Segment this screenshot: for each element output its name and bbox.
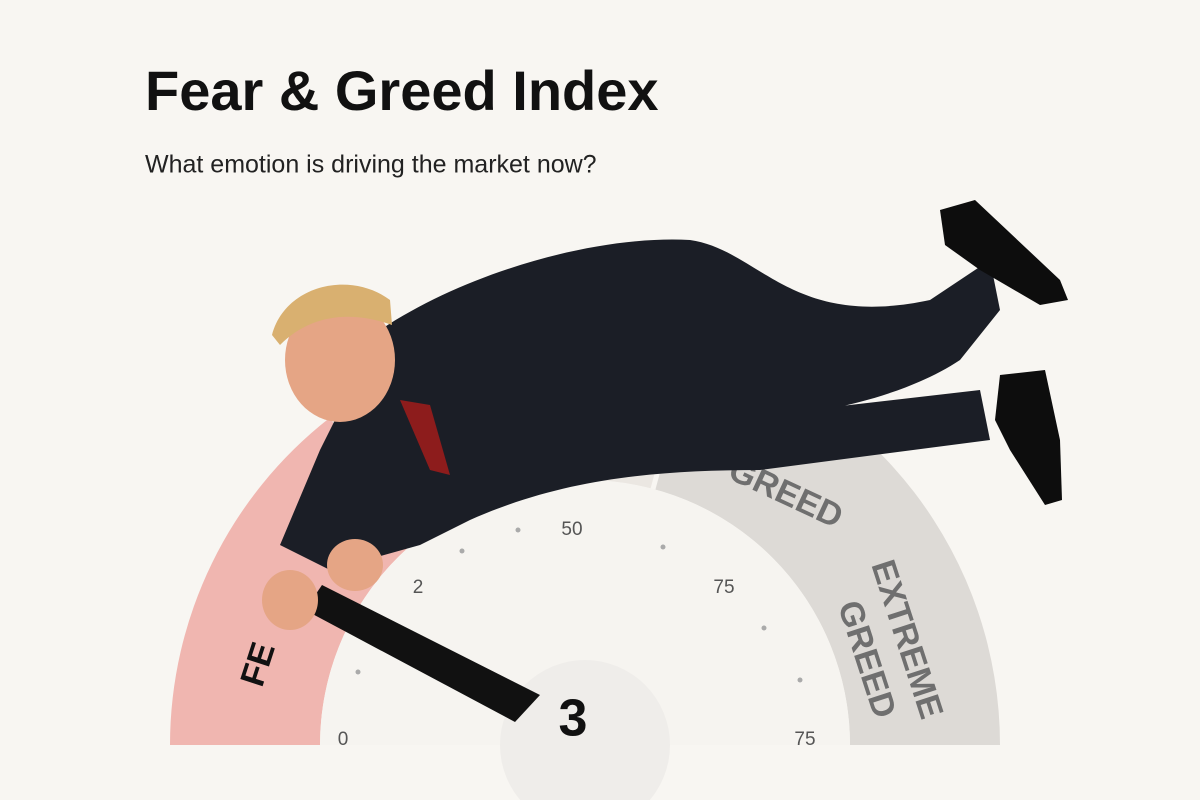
gauge-value: 3 (559, 690, 588, 748)
hand (262, 570, 318, 630)
tick-label: 75 (794, 729, 815, 750)
title: Fear & Greed Index (145, 59, 659, 122)
suit (280, 239, 1000, 570)
subtitle: What emotion is driving the market now? (145, 151, 597, 179)
shoe (995, 370, 1062, 505)
shoe (940, 200, 1068, 305)
tick-label: 50 (561, 519, 582, 540)
hub (500, 660, 670, 800)
tick-label: 2 (413, 577, 424, 598)
hand (327, 539, 383, 591)
hair (272, 284, 392, 345)
needle (305, 585, 540, 722)
tick-label: 75 (713, 577, 734, 598)
tie (400, 400, 450, 475)
tick-label: 0 (338, 729, 349, 750)
figure (262, 200, 1068, 630)
head (285, 298, 395, 422)
